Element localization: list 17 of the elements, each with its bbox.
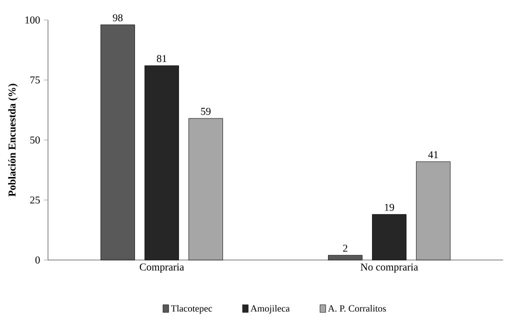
data-label: 81 [156,55,166,62]
data-label: 41 [428,151,438,158]
y-tick-label: 75 [30,76,40,84]
y-tick-label: 25 [30,196,40,204]
data-label: 2 [343,244,348,252]
legend-label: A. P. Corralitos [328,304,386,312]
legend-label: Amojileca [250,304,290,314]
data-label: 19 [384,204,394,211]
data-label: 59 [201,108,211,115]
x-tick-label: No compraria [360,264,418,273]
x-tick-label: Compraria [140,264,184,273]
y-tick-label: 50 [30,136,40,144]
legend-label: Tlacotepec [171,304,212,314]
y-axis-title: Población Encuestda (%) [8,84,18,196]
y-tick-label: 100 [25,16,40,24]
data-label: 98 [112,14,123,22]
y-tick-label: 0 [35,256,40,264]
